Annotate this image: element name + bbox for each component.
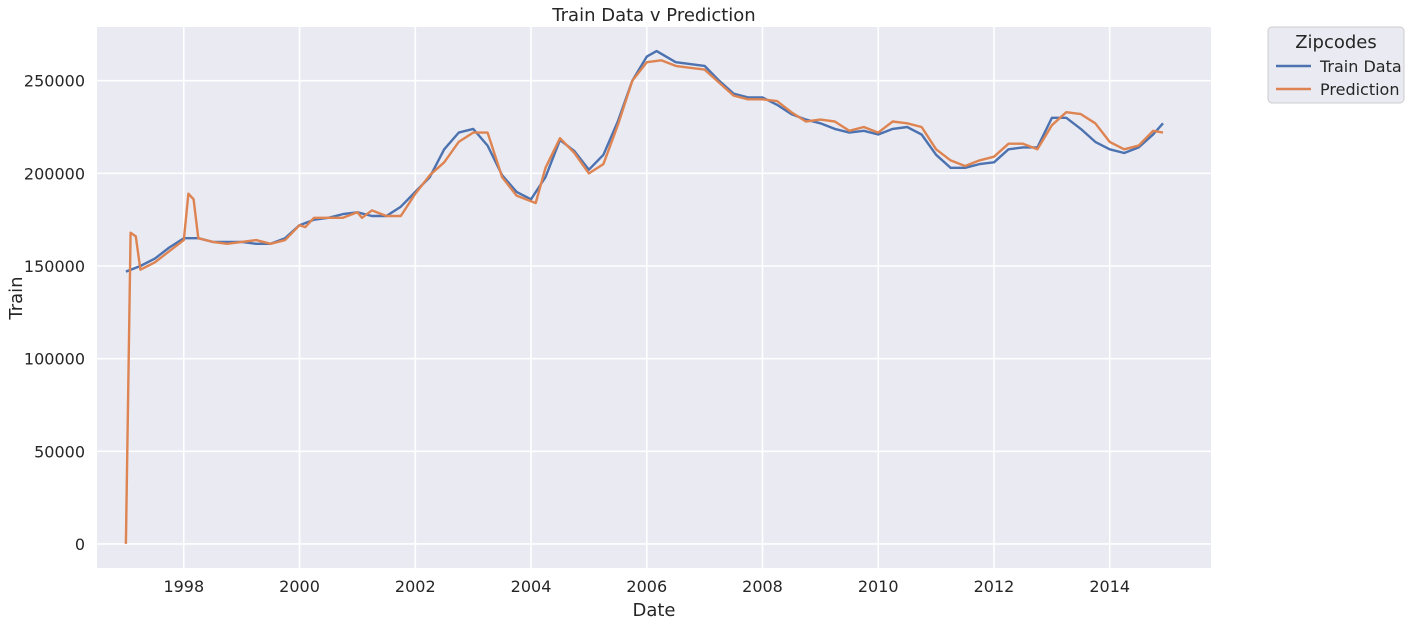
y-tick-label: 150000 bbox=[24, 257, 85, 276]
legend-label-train-data: Train Data bbox=[1319, 57, 1402, 76]
x-tick-label: 2012 bbox=[974, 577, 1015, 596]
x-tick-label: 2006 bbox=[626, 577, 667, 596]
plot-background bbox=[97, 27, 1211, 568]
x-tick-label: 2008 bbox=[742, 577, 783, 596]
x-tick-label: 2010 bbox=[858, 577, 899, 596]
x-tick-label: 2000 bbox=[279, 577, 320, 596]
legend-title: Zipcodes bbox=[1295, 32, 1377, 53]
y-tick-labels: 0 50000 100000 150000 200000 250000 bbox=[24, 72, 85, 554]
y-tick-label: 50000 bbox=[34, 442, 85, 461]
x-tick-labels: 1998 2000 2002 2004 2006 2008 2010 2012 2014 bbox=[163, 577, 1130, 596]
y-tick-label: 200000 bbox=[24, 164, 85, 183]
x-tick-label: 2002 bbox=[395, 577, 436, 596]
legend-box bbox=[1267, 26, 1405, 104]
y-gridlines bbox=[97, 79, 1211, 545]
x-axis-label: Date bbox=[632, 600, 675, 621]
y-axis-label: Train bbox=[6, 276, 27, 320]
legend-label-prediction: Prediction bbox=[1320, 80, 1399, 99]
x-gridlines bbox=[183, 27, 1111, 568]
x-tick-label: 2004 bbox=[511, 577, 552, 596]
chart-title: Train Data v Prediction bbox=[551, 5, 755, 26]
series-lines bbox=[124, 49, 1164, 544]
x-tick-label: 2014 bbox=[1089, 577, 1130, 596]
x-tick-label: 1998 bbox=[163, 577, 204, 596]
y-tick-label: 100000 bbox=[24, 350, 85, 369]
series-line-prediction bbox=[124, 59, 1164, 544]
legend: Zipcodes Train Data Prediction bbox=[1267, 26, 1405, 104]
y-tick-label: 0 bbox=[75, 535, 85, 554]
y-tick-label: 250000 bbox=[24, 72, 85, 91]
